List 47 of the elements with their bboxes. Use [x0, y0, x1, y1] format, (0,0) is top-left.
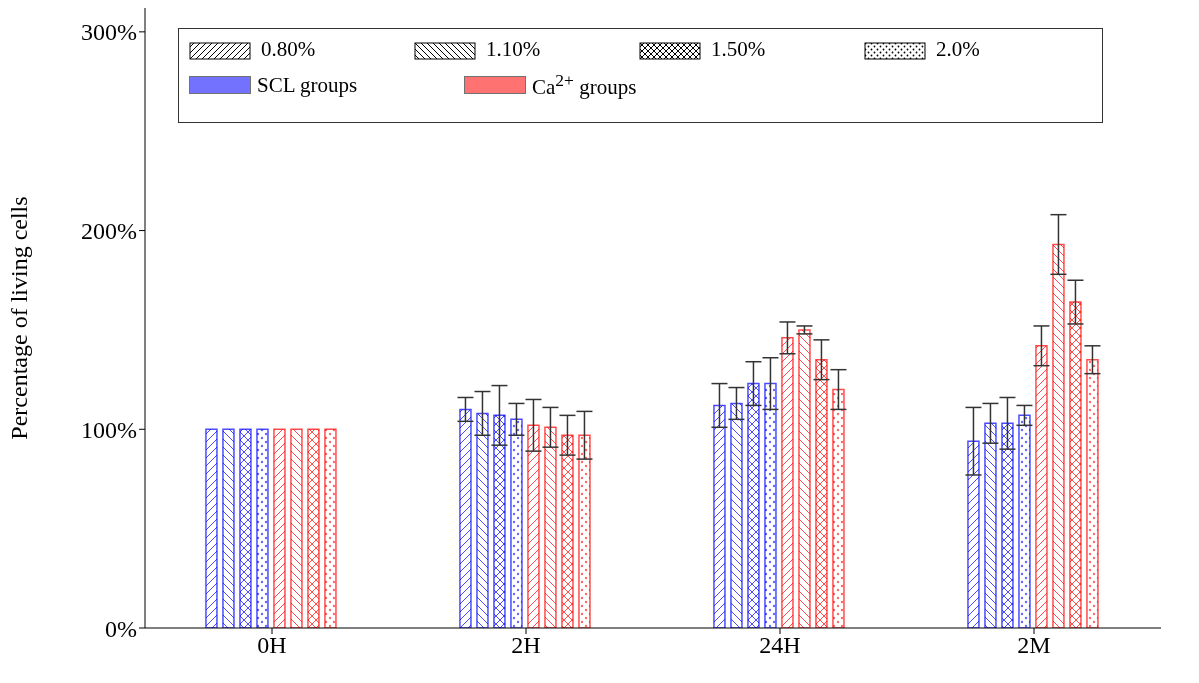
bar: [1018, 414, 1031, 628]
bar: [544, 426, 557, 628]
bar: [307, 428, 320, 628]
bar: [1052, 243, 1065, 628]
bar: [493, 414, 506, 628]
x-tick-label: 2M: [1017, 632, 1051, 659]
annotation: 0.80%: [261, 37, 316, 62]
x-tick-label: 2H: [511, 632, 541, 659]
bar: [205, 428, 218, 628]
bar: [527, 424, 540, 628]
bar: [984, 422, 997, 628]
bar: [222, 428, 235, 628]
bar: [713, 404, 726, 628]
bar: [290, 428, 303, 628]
bar: [798, 329, 811, 628]
bar: [459, 408, 472, 628]
y-tick-label: 200%: [81, 218, 137, 245]
bar: [256, 428, 269, 628]
bar: [781, 337, 794, 628]
annotation: 2.0%: [936, 37, 980, 62]
y-tick-label: 300%: [81, 19, 137, 46]
bar: [476, 412, 489, 628]
bar: [239, 428, 252, 628]
bar: [273, 428, 286, 628]
bar: [1069, 301, 1082, 628]
y-tick-label: 100%: [81, 416, 137, 443]
annotation: 1.10%: [486, 37, 541, 62]
bar: [561, 434, 574, 628]
bar: [578, 434, 591, 628]
x-tick-label: 0H: [257, 632, 287, 659]
bar: [747, 382, 760, 628]
bar: [730, 402, 743, 628]
bar: [1001, 422, 1014, 628]
annotation: Ca$^{2+}$ groups: [532, 70, 637, 100]
annotation: SCL groups: [257, 72, 358, 98]
bar: [815, 358, 828, 628]
bar: [832, 388, 845, 628]
annotation: 1.50%: [711, 37, 766, 62]
bar: [764, 382, 777, 628]
bar: [1086, 358, 1099, 628]
bar: [1035, 345, 1048, 628]
bar: [324, 428, 337, 628]
x-tick-label: 24H: [759, 632, 801, 659]
y-tick-label: 0%: [105, 615, 137, 642]
y-axis-title: Percentage of living cells: [5, 196, 32, 440]
bar: [510, 418, 523, 628]
bar: [967, 440, 980, 628]
